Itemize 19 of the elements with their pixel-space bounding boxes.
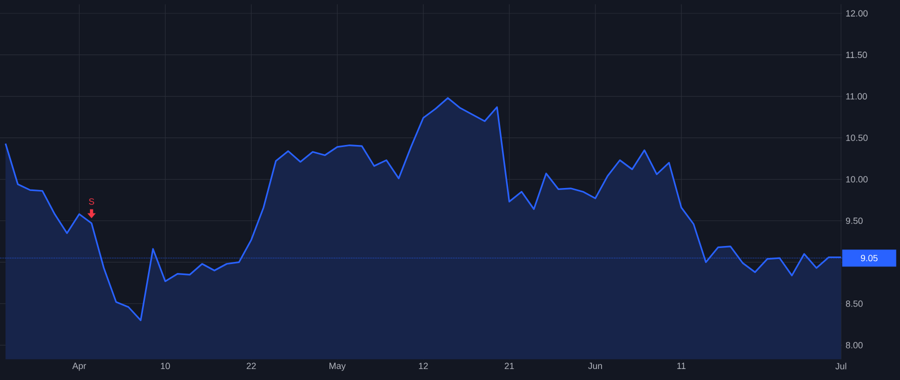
x-tick-label: May	[330, 362, 346, 371]
y-tick-label: 9.50	[846, 218, 863, 224]
y-tick-label: 10.00	[846, 176, 868, 182]
x-tick-label: Apr	[72, 362, 86, 371]
x-tick-label: 11	[677, 362, 686, 369]
x-tick-label: 12	[418, 362, 428, 370]
x-tick-label: 22	[246, 362, 256, 370]
y-tick-label: 10.50	[846, 134, 868, 141]
y-tick-label: 8.00	[846, 342, 863, 348]
annotation: S	[88, 198, 94, 205]
ref-line-label: 9.05	[860, 254, 878, 262]
y-tick-label: 8.50	[846, 300, 863, 307]
y-tick-label: 11.50	[846, 52, 867, 58]
x-tick-label: 10	[160, 362, 170, 370]
y-tick-label: 12.00	[846, 10, 868, 17]
y-tick-label: 11.00	[846, 93, 867, 100]
x-tick-label: Jun	[588, 362, 602, 370]
x-tick-label: 21	[504, 362, 514, 370]
x-tick-label: Jul	[835, 362, 846, 370]
